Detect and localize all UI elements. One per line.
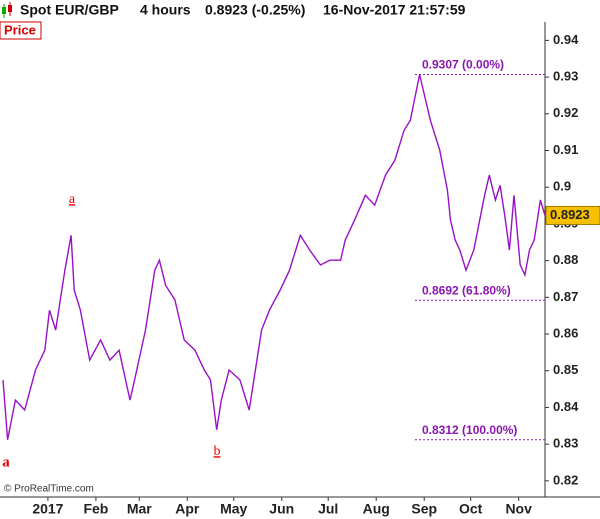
symbol: Spot EUR/GBP [20, 2, 119, 18]
y-tick-label: 0.88 [553, 252, 578, 267]
wave-label: a [69, 192, 76, 207]
wave-label: b [214, 444, 221, 459]
last-price-label: 0.8923 [550, 207, 590, 222]
wave-label: a [2, 454, 10, 470]
x-tick-label: Jul [318, 501, 338, 517]
quote: 0.8923 (-0.25%) [205, 2, 305, 18]
x-tick-label: Feb [83, 501, 108, 517]
y-tick-label: 0.82 [553, 472, 578, 487]
period: 4 hours [140, 2, 191, 18]
y-tick-label: 0.83 [553, 436, 578, 451]
x-tick-label: Apr [175, 501, 200, 517]
y-tick-label: 0.93 [553, 69, 578, 84]
panel-label: Price [4, 22, 36, 37]
x-tick-label: May [220, 501, 247, 517]
y-tick-label: 0.94 [553, 32, 579, 47]
x-tick-label: Jun [269, 501, 294, 517]
timestamp: 16-Nov-2017 21:57:59 [323, 2, 466, 18]
y-tick-label: 0.91 [553, 142, 578, 157]
fib-level-label: 0.8312 (100.00%) [422, 423, 517, 437]
x-tick-label: Nov [505, 501, 532, 517]
price-line [2, 74, 546, 440]
header-icon [2, 2, 12, 18]
y-tick-label: 0.86 [553, 325, 578, 340]
y-tick-label: 0.85 [553, 362, 578, 377]
x-tick-label: Oct [459, 501, 483, 517]
x-tick-label: Sep [411, 501, 437, 517]
last-price-box [545, 205, 600, 225]
panel-label-box [0, 21, 42, 40]
y-tick-label: 0.92 [553, 105, 578, 120]
y-tick-label: 0.9 [553, 179, 571, 194]
fib-level-label: 0.8692 (61.80%) [422, 283, 511, 297]
y-tick-label: 0.84 [553, 399, 579, 414]
x-tick-label: Mar [127, 501, 152, 517]
x-tick-label: Aug [363, 501, 390, 517]
fib-level-label: 0.9307 (0.00%) [422, 58, 504, 72]
x-tick-label: 2017 [32, 501, 63, 517]
copyright: © ProRealTime.com [4, 484, 94, 495]
y-tick-label: 0.87 [553, 289, 578, 304]
